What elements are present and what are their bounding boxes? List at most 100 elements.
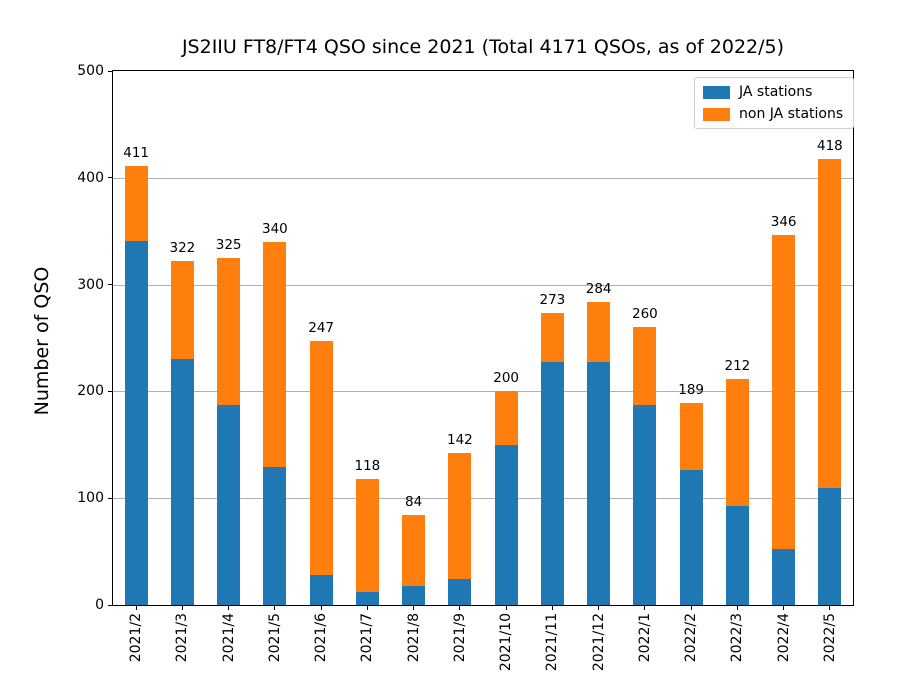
bar-segment-nonja [494, 391, 518, 445]
legend-item: JA stations [703, 84, 843, 100]
bar-total-label: 411 [123, 145, 150, 162]
x-tick-label: 2021/2 [128, 613, 145, 663]
bar-segment-ja [587, 361, 611, 605]
bar-segment-ja [448, 579, 472, 605]
bar-segment-nonja [448, 453, 472, 580]
bar-segment-ja [402, 585, 426, 605]
bar-segment-ja [124, 240, 148, 605]
x-tick [320, 606, 322, 610]
bar-segment-ja [540, 361, 564, 605]
bar-total-label: 340 [261, 220, 288, 237]
bar-segment-nonja [309, 341, 333, 576]
x-tick [366, 606, 368, 610]
legend: JA stations non JA stations [694, 77, 855, 129]
x-tick-label: 2022/2 [683, 613, 700, 663]
legend-label: non JA stations [739, 106, 844, 122]
gridline [113, 177, 853, 179]
bar-segment-nonja [772, 235, 796, 550]
x-tick [783, 606, 785, 610]
bar-total-label: 346 [770, 214, 797, 231]
bar-total-label: 118 [354, 457, 381, 474]
bar-total-label: 325 [215, 236, 242, 253]
bar-segment-nonja [124, 166, 148, 241]
bar-segment-ja [217, 405, 241, 605]
x-tick-label: 2022/4 [775, 613, 792, 663]
y-tick [108, 390, 112, 392]
x-tick [135, 606, 137, 610]
x-tick-label: 2021/3 [174, 613, 191, 663]
x-tick-label: 2021/9 [451, 613, 468, 663]
bar-total-label: 200 [493, 370, 520, 387]
y-tick-label: 0 [95, 597, 104, 613]
x-tick-label: 2021/5 [266, 613, 283, 663]
x-tick-label: 2021/7 [359, 613, 376, 663]
bar-total-label: 212 [724, 357, 751, 374]
x-tick-label: 2021/8 [405, 613, 422, 663]
bar-segment-ja [355, 592, 379, 605]
plot-area: 411 322 325 340 247 118 84 142 200 273 284 260 189 21… [112, 70, 854, 606]
bar-total-label: 189 [678, 382, 705, 399]
bar-segment-ja [725, 505, 749, 605]
bar-segment-nonja [355, 478, 379, 593]
chart-title: JS2IIU FT8/FT4 QSO since 2021 (Total 417… [181, 36, 785, 58]
x-tick-label: 2021/10 [498, 613, 515, 672]
bar-segment-nonja [217, 257, 241, 406]
x-tick [829, 606, 831, 610]
x-tick-label: 2021/4 [220, 613, 237, 663]
x-tick [690, 606, 692, 610]
x-tick [736, 606, 738, 610]
gridline [113, 284, 853, 286]
legend-patch-nonja [703, 107, 730, 121]
bar-segment-ja [494, 444, 518, 605]
x-tick [598, 606, 600, 610]
x-tick-label: 2022/1 [636, 613, 653, 663]
bar-segment-nonja [587, 301, 611, 362]
x-tick [413, 606, 415, 610]
gridline [113, 391, 853, 393]
bar-segment-ja [818, 487, 842, 605]
x-tick [551, 606, 553, 610]
bar-total-label: 273 [539, 292, 566, 309]
y-tick [108, 604, 112, 606]
bar-total-label: 418 [816, 137, 843, 154]
bar-segment-nonja [170, 261, 194, 360]
bar-segment-nonja [263, 241, 287, 468]
y-tick [108, 177, 112, 179]
gridline [113, 498, 853, 500]
bar-segment-nonja [679, 403, 703, 471]
bar-total-label: 142 [446, 432, 473, 449]
bar-total-label: 84 [405, 494, 423, 511]
y-tick-label: 300 [77, 276, 104, 293]
bar-segment-ja [309, 575, 333, 605]
x-tick-label: 2021/6 [313, 613, 330, 663]
x-tick-label: 2022/3 [729, 613, 746, 663]
bar-segment-nonja [633, 327, 657, 406]
bar-segment-nonja [402, 515, 426, 586]
legend-item: non JA stations [703, 106, 843, 122]
legend-patch-ja [703, 85, 730, 99]
y-tick-label: 400 [77, 169, 104, 186]
bar-segment-nonja [725, 378, 749, 506]
bar-segment-nonja [818, 158, 842, 488]
x-tick-label: 2021/12 [590, 613, 607, 672]
legend-label: JA stations [739, 84, 813, 100]
y-tick-label: 500 [77, 63, 104, 79]
x-tick [459, 606, 461, 610]
bar-segment-ja [772, 549, 796, 605]
y-axis-label: Number of QSO [31, 266, 53, 416]
bar-total-label: 247 [308, 320, 335, 337]
bar-segment-ja [679, 470, 703, 605]
y-tick-label: 100 [77, 490, 104, 507]
bar-segment-ja [633, 405, 657, 605]
x-tick-label: 2021/11 [544, 613, 561, 672]
y-tick-label: 200 [77, 383, 104, 400]
bar-total-label: 260 [631, 306, 658, 323]
bar-total-label: 322 [169, 240, 196, 257]
y-tick [108, 284, 112, 286]
bar-total-label: 284 [585, 280, 612, 297]
x-tick [181, 606, 183, 610]
bar-segment-ja [170, 359, 194, 605]
y-tick [108, 70, 112, 72]
x-tick [644, 606, 646, 610]
